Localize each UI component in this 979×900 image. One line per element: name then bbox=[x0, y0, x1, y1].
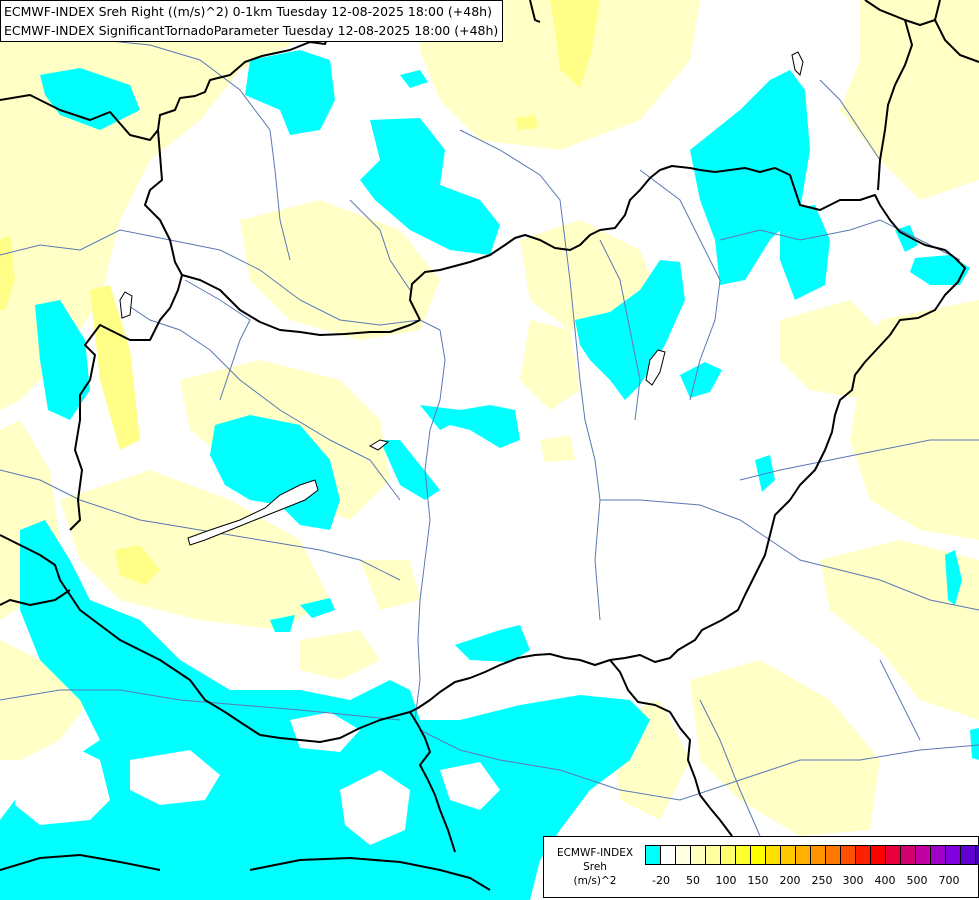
legend-swatch bbox=[945, 845, 961, 865]
legend-swatch bbox=[900, 845, 916, 865]
lakes bbox=[119, 51, 804, 546]
legend-title: ECMWF-INDEX bbox=[556, 847, 634, 859]
legend-swatch bbox=[645, 845, 661, 865]
legend-swatch bbox=[975, 845, 979, 865]
legend-tick-label: 400 bbox=[874, 874, 896, 887]
legend-swatch bbox=[915, 845, 931, 865]
legend-swatch bbox=[705, 845, 721, 865]
legend-unit: (m/s)^2 bbox=[573, 875, 617, 887]
legend-tick-label: 300 bbox=[842, 874, 864, 887]
legend-swatch bbox=[735, 845, 751, 865]
legend-swatch bbox=[960, 845, 976, 865]
legend-tick-label: 50 bbox=[686, 874, 700, 887]
legend-color-scale bbox=[645, 845, 979, 865]
legend-tick-label: 200 bbox=[779, 874, 801, 887]
legend-tick-label: 100 bbox=[715, 874, 737, 887]
legend-swatch bbox=[870, 845, 886, 865]
legend-swatch bbox=[840, 845, 856, 865]
sreh-cyan-regions bbox=[0, 50, 979, 900]
legend-swatch bbox=[675, 845, 691, 865]
legend-swatch bbox=[810, 845, 826, 865]
legend-tick-label: 250 bbox=[811, 874, 833, 887]
legend-swatch bbox=[930, 845, 946, 865]
legend-tick-label: 500 bbox=[906, 874, 928, 887]
legend-swatch bbox=[660, 845, 676, 865]
legend-caption: ECMWF-INDEX Sreh (m/s)^2 bbox=[546, 846, 644, 888]
legend-swatch bbox=[795, 845, 811, 865]
legend-swatch bbox=[780, 845, 796, 865]
map-title-box: ECMWF-INDEX Sreh Right ((m/s)^2) 0-1km T… bbox=[0, 0, 504, 42]
color-legend: ECMWF-INDEX Sreh (m/s)^2 -20 50 100 150 200 2… bbox=[543, 836, 979, 898]
legend-tick-label: 150 bbox=[747, 874, 769, 887]
map-title-line-1: ECMWF-INDEX Sreh Right ((m/s)^2) 0-1km T… bbox=[4, 4, 492, 19]
white-gaps bbox=[15, 712, 500, 845]
legend-swatch bbox=[855, 845, 871, 865]
map-title-line-2: ECMWF-INDEX SignificantTornadoParameter … bbox=[4, 23, 499, 38]
legend-swatch bbox=[885, 845, 901, 865]
legend-tick-label: -20 bbox=[652, 874, 670, 887]
legend-swatch bbox=[765, 845, 781, 865]
legend-variable: Sreh bbox=[583, 861, 607, 873]
legend-swatch bbox=[720, 845, 736, 865]
legend-swatch bbox=[825, 845, 841, 865]
legend-swatch bbox=[690, 845, 706, 865]
legend-tick-label: 700 bbox=[938, 874, 960, 887]
legend-swatch bbox=[750, 845, 766, 865]
